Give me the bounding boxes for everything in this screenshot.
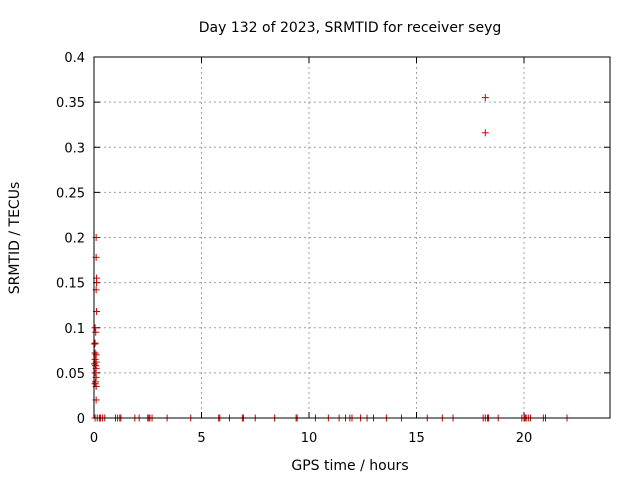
y-axis-label: SRMTID / TECUs	[7, 182, 23, 295]
x-tick-label: 15	[408, 431, 425, 446]
x-tick-label: 5	[197, 431, 205, 446]
data-point	[91, 340, 99, 348]
data-point	[481, 129, 489, 137]
data-point	[92, 328, 100, 336]
y-tick-label: 0	[77, 412, 85, 427]
x-tick-label: 0	[90, 431, 98, 446]
x-axis-label: GPS time / hours	[291, 458, 408, 474]
data-point	[91, 324, 99, 332]
y-tick-label: 0.3	[64, 141, 85, 156]
data-point	[481, 94, 489, 102]
axis-ticks: 0 0.05 0.1 0.15 0.2 0.25 0.3 0.35 0.4 0 5 10 15 20	[56, 51, 610, 446]
y-tick-label: 0.15	[56, 277, 85, 292]
y-tick-label: 0.35	[56, 96, 85, 111]
y-tick-label: 0.4	[64, 51, 85, 66]
data-point	[91, 369, 99, 377]
x-tick-label: 10	[301, 431, 318, 446]
x-tick-label: 20	[516, 431, 533, 446]
plot-frame	[93, 56, 611, 419]
y-tick-label: 0.25	[56, 186, 85, 201]
grid-lines	[94, 57, 610, 418]
chart-title: Day 132 of 2023, SRMTID for receiver sey…	[199, 20, 502, 36]
data-point	[91, 349, 99, 357]
y-tick-label: 0.05	[56, 367, 85, 382]
y-tick-label: 0.1	[64, 322, 85, 337]
y-tick-label: 0.2	[64, 232, 85, 247]
